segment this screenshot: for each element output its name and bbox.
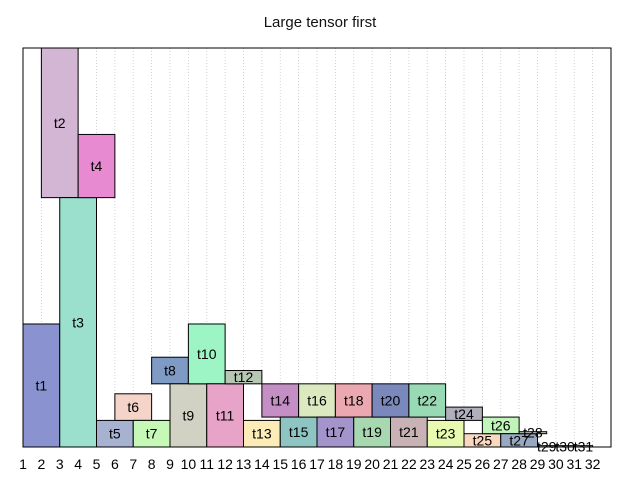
x-tick-label: 24 — [438, 456, 454, 472]
tensor-label-t7: t7 — [146, 426, 158, 442]
tensor-label-t29: t29 — [537, 438, 557, 454]
x-tick-label: 9 — [166, 456, 174, 472]
x-tick-label: 31 — [566, 456, 582, 472]
x-tick-label: 21 — [383, 456, 399, 472]
x-tick-label: 27 — [493, 456, 509, 472]
tensor-label-t6: t6 — [127, 399, 139, 415]
tensor-label-t8: t8 — [164, 363, 176, 379]
tensor-label-t5: t5 — [109, 426, 121, 442]
tensor-label-t28: t28 — [523, 425, 543, 441]
x-tick-label: 15 — [272, 456, 288, 472]
tensor-block-t18 — [334, 383, 373, 418]
tensor-block-t22 — [408, 383, 447, 418]
x-tick-label: 14 — [254, 456, 270, 472]
x-tick-label: 11 — [199, 456, 214, 472]
x-tick-label: 18 — [328, 456, 344, 472]
x-tick-label: 19 — [346, 456, 362, 472]
tensor-block-t19 — [353, 416, 391, 448]
tensor-label-t21: t21 — [399, 424, 419, 440]
x-tick-label: 3 — [56, 456, 64, 472]
tensor-label-t10: t10 — [197, 346, 217, 362]
x-tick-label: 23 — [419, 456, 435, 472]
tensor-label-t12: t12 — [234, 369, 254, 385]
x-tick-label: 4 — [74, 456, 82, 472]
tensor-label-t2: t2 — [54, 115, 66, 131]
tensor-label-t30: t30 — [555, 438, 575, 454]
tensor-label-t15: t15 — [289, 424, 309, 440]
tensor-block-t12 — [224, 370, 263, 385]
tensor-block-t24 — [445, 406, 483, 421]
x-tick-label: 2 — [37, 456, 45, 472]
tensor-block-t28 — [518, 431, 548, 435]
tensor-label-t9: t9 — [183, 407, 195, 423]
x-tick-label: 30 — [548, 456, 564, 472]
x-tick-label: 7 — [129, 456, 137, 472]
tensor-label-t13: t13 — [252, 426, 272, 442]
x-tick-label: 13 — [236, 456, 252, 472]
tensor-label-t22: t22 — [418, 392, 438, 408]
tensor-block-t20 — [371, 383, 410, 418]
x-tick-label: 6 — [111, 456, 119, 472]
x-tick-label: 12 — [217, 456, 233, 472]
x-tick-label: 29 — [530, 456, 546, 472]
tensor-label-t18: t18 — [344, 392, 364, 408]
tensor-label-t4: t4 — [91, 158, 103, 174]
x-tick-label: 10 — [181, 456, 197, 472]
x-tick-label: 28 — [511, 456, 527, 472]
tensor-label-t11: t11 — [216, 407, 235, 423]
x-axis-ticks: 1 2 3 4 5 6 7 8 9 10 11 12 13 14 15 16 17 18 19 20 21 22 23 24 2… — [19, 456, 601, 472]
x-tick-label: 32 — [585, 456, 601, 472]
tensor-block-t13 — [243, 419, 281, 448]
tensor-label-t31: t31 — [574, 438, 594, 454]
tensor-blocks — [22, 47, 594, 448]
tensor-label-t23: t23 — [436, 426, 456, 442]
x-tick-label: 22 — [401, 456, 417, 472]
tensor-label-t16: t16 — [307, 392, 327, 408]
tensor-block-t11 — [206, 383, 244, 448]
tensor-label-t14: t14 — [271, 392, 291, 408]
tensor-label-t3: t3 — [72, 314, 84, 330]
tensor-label-t19: t19 — [362, 424, 382, 440]
x-tick-label: 26 — [475, 456, 491, 472]
tensor-label-t27: t27 — [509, 432, 529, 448]
tensor-label-t1: t1 — [36, 377, 48, 393]
x-tick-label: 1 — [19, 456, 27, 472]
tensor-block-t4 — [77, 133, 116, 199]
tensor-label-t25: t25 — [473, 432, 493, 448]
tensor-block-t21 — [390, 416, 428, 448]
tensor-label-t26: t26 — [491, 417, 511, 433]
tensor-label-t17: t17 — [326, 424, 346, 440]
x-tick-label: 20 — [364, 456, 380, 472]
tensor-labels: t1 t2 t3 t4 t5 t6 t7 t8 t9 t10 t11 t12 t13 t14 t15 t16 t… — [36, 115, 594, 455]
chart-title: Large tensor first — [263, 14, 377, 31]
x-tick-label: 25 — [456, 456, 472, 472]
tensor-label-t20: t20 — [381, 392, 401, 408]
tensor-block-t10 — [187, 323, 226, 385]
x-tick-label: 16 — [291, 456, 307, 472]
x-tick-label: 8 — [148, 456, 156, 472]
tensor-label-t24: t24 — [454, 406, 474, 422]
tensor-block-t15 — [279, 416, 318, 448]
x-tick-label: 17 — [309, 456, 325, 472]
tensor-block-t1 — [22, 323, 61, 448]
plot-frame — [22, 47, 612, 448]
tensor-block-t7 — [132, 419, 171, 448]
x-tick-label: 5 — [93, 456, 101, 472]
